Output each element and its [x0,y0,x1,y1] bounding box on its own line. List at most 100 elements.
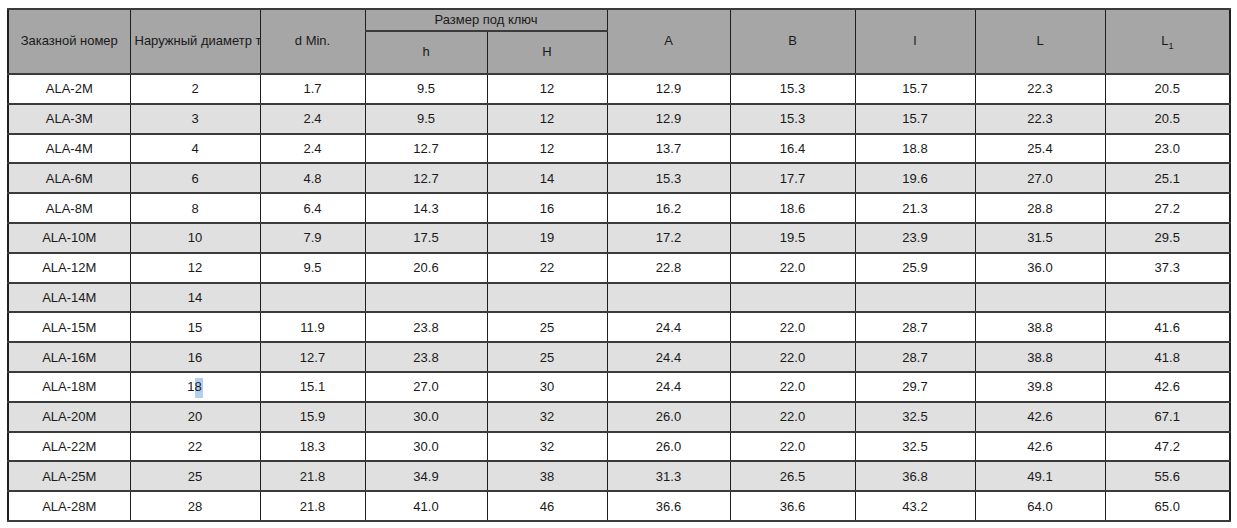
value-cell: 46 [487,491,607,521]
value-cell: 14.3 [365,193,487,223]
value-cell: 18 [130,372,260,402]
value-cell: 20 [130,402,260,432]
value-cell: 18.8 [855,134,975,164]
value-cell [1105,283,1230,313]
value-cell [975,283,1105,313]
value-cell: 6.4 [260,193,365,223]
value-cell: 14 [487,163,607,193]
value-cell [260,283,365,313]
value-cell: 36.6 [607,491,730,521]
value-cell: 30 [487,372,607,402]
table-row: ALA-4M42.412.71213.716.418.825.423.0 [8,134,1230,164]
document-page: Заказной номер Наружный диаметр трубы D … [0,0,1237,528]
table-row: ALA-15M1511.923.82524.422.028.738.841.6 [8,312,1230,342]
value-cell: 38.8 [975,312,1105,342]
value-cell: 15.7 [855,74,975,104]
value-cell: 12.9 [607,74,730,104]
value-cell: 24.4 [607,312,730,342]
value-cell: 26.0 [607,432,730,462]
order-number-cell: ALA-28M [8,491,130,521]
value-cell: 12 [487,134,607,164]
value-cell [730,283,855,313]
value-cell: 23.9 [855,223,975,253]
header-wrench-size-group: Размер под ключ [365,9,607,31]
table-body: ALA-2M21.79.51212.915.315.722.320.5ALA-3… [8,74,1230,521]
value-cell: 22 [130,432,260,462]
order-number-cell: ALA-20M [8,402,130,432]
value-cell: 1.7 [260,74,365,104]
value-cell: 27.0 [365,372,487,402]
value-cell: 17.7 [730,163,855,193]
value-cell: 25.4 [975,134,1105,164]
table-row: ALA-2M21.79.51212.915.315.722.320.5 [8,74,1230,104]
order-number-cell: ALA-2M [8,74,130,104]
table-row: ALA-22M2218.330.03226.022.032.542.647.2 [8,432,1230,462]
value-cell: 39.8 [975,372,1105,402]
order-number-cell: ALA-22M [8,432,130,462]
value-cell: 32.5 [855,402,975,432]
header-col-l-uppercase: L [975,9,1105,74]
value-cell: 29.7 [855,372,975,402]
value-cell: 16.2 [607,193,730,223]
header-col-b: B [730,9,855,74]
value-cell: 15.1 [260,372,365,402]
value-cell [607,283,730,313]
value-cell: 28.7 [855,312,975,342]
header-order-number: Заказной номер [8,9,130,74]
value-cell: 43.2 [855,491,975,521]
value-cell [487,283,607,313]
value-cell: 15.9 [260,402,365,432]
value-cell: 22 [487,253,607,283]
value-cell: 22.0 [730,432,855,462]
value-cell: 13.7 [607,134,730,164]
value-cell: 32 [487,402,607,432]
value-cell: 42.6 [975,432,1105,462]
value-cell: 21.3 [855,193,975,223]
value-cell: 3 [130,104,260,134]
value-cell: 15.3 [730,74,855,104]
header-outer-diameter: Наружный диаметр трубы D [130,9,260,74]
value-cell: 9.5 [365,104,487,134]
value-cell: 12 [130,253,260,283]
table-row: ALA-14M14 [8,283,1230,313]
value-cell: 22.0 [730,342,855,372]
value-cell: 4.8 [260,163,365,193]
value-cell: 9.5 [365,74,487,104]
header-wrench-h-lowercase: h [365,31,487,74]
value-cell [365,283,487,313]
value-cell: 36.6 [730,491,855,521]
value-cell: 17.2 [607,223,730,253]
value-cell: 30.0 [365,402,487,432]
header-row-1: Заказной номер Наружный диаметр трубы D … [8,9,1230,31]
value-cell: 8 [130,193,260,223]
value-cell: 36.8 [855,461,975,491]
value-cell: 19.5 [730,223,855,253]
value-cell: 31.3 [607,461,730,491]
value-cell: 7.9 [260,223,365,253]
header-col-l1: L1 [1105,9,1230,74]
value-cell: 18.3 [260,432,365,462]
table-row: ALA-16M1612.723.82524.422.028.738.841.8 [8,342,1230,372]
fittings-dimensions-table: Заказной номер Наружный диаметр трубы D … [7,8,1231,522]
order-number-cell: ALA-12M [8,253,130,283]
value-cell: 25 [130,461,260,491]
value-cell: 16 [487,193,607,223]
value-cell: 24.4 [607,372,730,402]
value-cell: 2.4 [260,104,365,134]
value-cell: 12.7 [260,342,365,372]
value-cell: 21.8 [260,461,365,491]
l1-subscript: 1 [1168,41,1173,51]
value-cell: 28.7 [855,342,975,372]
value-cell: 22.0 [730,372,855,402]
value-cell: 22.3 [975,104,1105,134]
value-cell: 12.9 [607,104,730,134]
value-cell: 15 [130,312,260,342]
value-cell: 20.6 [365,253,487,283]
value-cell: 27.0 [975,163,1105,193]
value-cell: 19.6 [855,163,975,193]
value-cell: 26.0 [607,402,730,432]
value-cell: 11.9 [260,312,365,342]
header-wrench-h-uppercase: H [487,31,607,74]
value-cell: 2 [130,74,260,104]
value-cell: 28 [130,491,260,521]
